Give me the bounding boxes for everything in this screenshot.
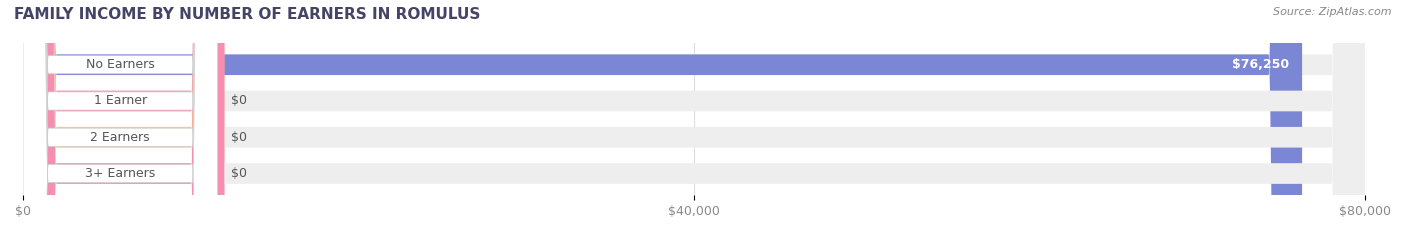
Text: 1 Earner: 1 Earner	[94, 95, 146, 107]
Text: FAMILY INCOME BY NUMBER OF EARNERS IN ROMULUS: FAMILY INCOME BY NUMBER OF EARNERS IN RO…	[14, 7, 481, 22]
Text: $76,250: $76,250	[1232, 58, 1289, 71]
FancyBboxPatch shape	[22, 0, 218, 233]
FancyBboxPatch shape	[22, 0, 225, 233]
FancyBboxPatch shape	[22, 0, 225, 233]
Text: 3+ Earners: 3+ Earners	[86, 167, 156, 180]
FancyBboxPatch shape	[22, 0, 1365, 233]
FancyBboxPatch shape	[22, 0, 1302, 233]
FancyBboxPatch shape	[22, 0, 1365, 233]
Text: 2 Earners: 2 Earners	[90, 131, 150, 144]
FancyBboxPatch shape	[22, 0, 1365, 233]
FancyBboxPatch shape	[22, 0, 218, 233]
FancyBboxPatch shape	[22, 0, 225, 233]
Text: $0: $0	[231, 95, 247, 107]
Text: $0: $0	[231, 131, 247, 144]
Text: No Earners: No Earners	[86, 58, 155, 71]
FancyBboxPatch shape	[22, 0, 1365, 233]
FancyBboxPatch shape	[22, 0, 218, 233]
Text: $0: $0	[231, 167, 247, 180]
FancyBboxPatch shape	[22, 0, 218, 233]
Text: Source: ZipAtlas.com: Source: ZipAtlas.com	[1274, 7, 1392, 17]
